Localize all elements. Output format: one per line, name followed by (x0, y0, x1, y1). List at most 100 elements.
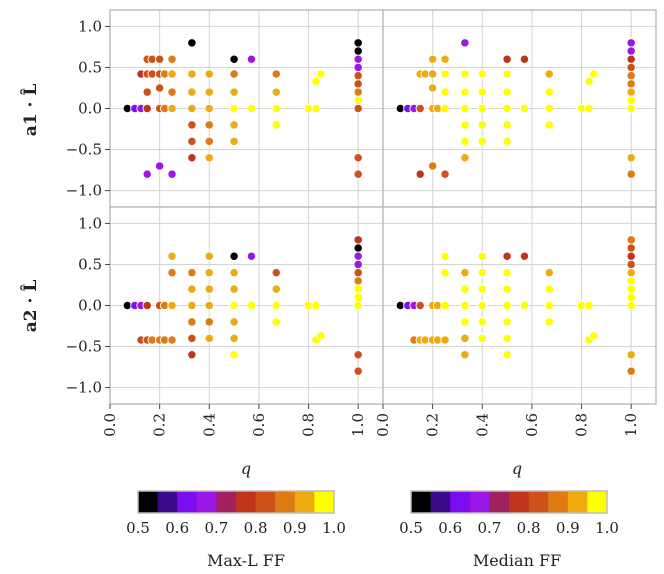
scatter-point (440, 268, 450, 278)
scatter-point (502, 54, 512, 64)
scatter-point (229, 87, 239, 97)
colorbar-swatch (275, 491, 296, 513)
scatter-point (460, 350, 470, 360)
y-axis-label-bottom: a2 · L̂ (21, 280, 41, 333)
scatter-point (353, 153, 363, 163)
scatter-point (544, 284, 554, 294)
scatter-point (229, 350, 239, 360)
scatter-point (353, 235, 363, 245)
scatter-point (460, 268, 470, 278)
scatter-point (353, 259, 363, 270)
scatter-point (311, 300, 321, 311)
scatter-point (626, 87, 636, 97)
scatter-point (544, 87, 554, 97)
scatter-point (427, 83, 438, 93)
scatter-point (519, 300, 530, 311)
scatter-point (353, 38, 363, 48)
scatter-point (187, 136, 197, 146)
scatter-point (460, 300, 470, 311)
scatter-point (204, 120, 214, 130)
y-tick-label: −0.5 (66, 338, 102, 356)
colorbar-swatch (509, 491, 530, 513)
scatter-point (187, 333, 197, 343)
scatter-point (477, 317, 487, 327)
scatter-point (204, 136, 214, 146)
scatter-point (502, 284, 512, 294)
x-tick-label: 0.8 (300, 413, 318, 437)
scatter-point (544, 103, 554, 114)
scatter-point (246, 54, 257, 64)
scatter-point (460, 38, 470, 48)
colorbar-tick-label: 0.6 (165, 519, 189, 537)
scatter-point (584, 76, 594, 87)
scatter-point (187, 38, 197, 48)
scatter-point (229, 284, 239, 294)
scatter-point (440, 169, 450, 179)
scatter-point (204, 333, 214, 343)
scatter-point (584, 103, 594, 114)
colorbar-tick-label: 0.9 (556, 519, 580, 537)
scatter-point (353, 251, 363, 261)
scatter-point (353, 292, 363, 302)
scatter-point (427, 54, 438, 64)
colorbar-swatch (587, 491, 608, 513)
scatter-point (204, 153, 214, 163)
scatter-point (477, 120, 487, 130)
scatter-point (204, 317, 214, 327)
scatter-point (440, 335, 450, 345)
y-tick-label: 0.5 (78, 58, 102, 76)
y-tick-label: −1.0 (66, 182, 102, 200)
x-tick-label: 1.0 (349, 413, 367, 437)
scatter-point (167, 103, 177, 114)
scatter-point (353, 169, 363, 179)
colorbar-swatch (528, 491, 549, 513)
scatter-point (353, 276, 363, 286)
y-tick-label: 1.0 (78, 17, 102, 35)
panel-a2-median (382, 206, 657, 405)
colorbar-swatch (567, 491, 588, 513)
scatter-point (204, 69, 214, 79)
scatter-point (477, 333, 487, 343)
scatter-point (460, 87, 470, 97)
x-axis-label-left: q (241, 459, 251, 478)
scatter-point (142, 87, 152, 97)
colorbar-0: 0.5 0.6 0.7 0.8 0.9 1.0 (126, 490, 346, 537)
y-tick-label: 0.5 (78, 255, 102, 273)
scatter-point (544, 69, 554, 79)
scatter-point (626, 62, 636, 73)
scatter-point (229, 268, 239, 278)
scatter-point (626, 46, 636, 56)
colorbar-swatch (548, 491, 569, 513)
x-tick-label: 1.0 (622, 413, 640, 437)
scatter-point (271, 103, 281, 114)
colorbar-tick-label: 0.7 (204, 519, 228, 537)
colorbar-swatch (157, 491, 178, 513)
scatter-point (502, 333, 512, 343)
axes-layer: a1 · L̂ a2 · L̂ q q 1.0 0.5 0.0 −0.5 −1.0 1.0… (21, 17, 640, 478)
scatter-point (353, 46, 363, 56)
colorbar-swatch (411, 491, 432, 513)
colorbar-1: 0.5 0.6 0.7 0.8 0.9 1.0 (399, 490, 619, 537)
scatter-point (353, 243, 363, 253)
scatter-point (167, 87, 177, 97)
colorbar-tick-label: 1.0 (322, 519, 346, 537)
scatter-point (353, 350, 363, 360)
scatter-point (477, 268, 487, 278)
scatter-point (187, 300, 197, 311)
scatter-point (187, 120, 197, 130)
scatter-point (204, 268, 214, 278)
scatter-point (415, 169, 425, 179)
scatter-point (440, 103, 450, 114)
colorbar-swatch (489, 491, 510, 513)
scatter-point (477, 103, 487, 114)
y-tick-label: 0.0 (78, 100, 102, 118)
scatter-point (460, 317, 470, 327)
scatter-point (246, 251, 257, 261)
scatter-point (353, 62, 363, 73)
scatter-point (204, 87, 214, 97)
scatter-point (477, 87, 487, 97)
colorbar-tick-label: 0.9 (283, 519, 307, 537)
scatter-point (626, 79, 636, 89)
scatter-point (229, 300, 239, 311)
scatter-point (427, 161, 438, 171)
